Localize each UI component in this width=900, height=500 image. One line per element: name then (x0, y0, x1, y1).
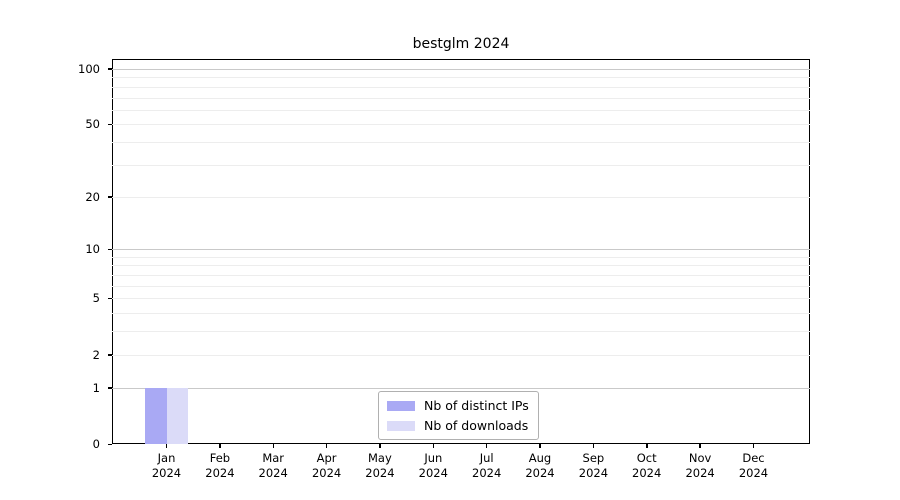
y-tick-label: 20 (85, 189, 100, 204)
x-tick (165, 444, 168, 448)
y-tick (108, 443, 112, 445)
legend-label: Nb of distinct IPs (424, 398, 529, 413)
y-tick-label: 10 (85, 242, 100, 257)
x-tick (432, 444, 435, 448)
x-tick-label: Sep 2024 (578, 451, 609, 480)
y-tick (108, 297, 112, 300)
y-tick-label: 0 (92, 437, 100, 451)
x-tick-label: Apr 2024 (311, 451, 342, 480)
x-tick-label: Jan 2024 (151, 451, 182, 480)
minor-gridline (112, 77, 810, 79)
x-tick (539, 444, 541, 448)
x-tick-label: Nov 2024 (685, 451, 715, 480)
x-tick (752, 444, 755, 448)
bar-downloads (166, 387, 188, 444)
minor-gridline (112, 298, 810, 300)
major-gridline (112, 249, 810, 251)
x-tick-label: Oct 2024 (632, 451, 662, 480)
x-tick-label: Mar 2024 (258, 451, 288, 480)
minor-gridline (112, 265, 810, 267)
minor-gridline (112, 354, 810, 356)
legend-swatch (387, 400, 415, 411)
minor-gridline (112, 285, 810, 287)
plot-area: 100 50 20 10 5 2 1 0 Jan 2024 Feb 2024 Mar 2024 Apr… (78, 59, 810, 480)
minor-gridline (112, 275, 810, 276)
bar-distinct-ips (145, 387, 167, 444)
minor-gridline (112, 109, 810, 111)
legend-label: Nb of downloads (424, 418, 529, 433)
minor-gridline (112, 256, 810, 258)
x-tick (219, 444, 221, 448)
y-tick (108, 123, 112, 126)
minor-gridline (112, 86, 810, 88)
y-tick (108, 196, 112, 198)
x-tick (646, 444, 648, 448)
minor-gridline (112, 164, 810, 166)
x-tick-label: May 2024 (365, 451, 395, 480)
minor-gridline (112, 142, 810, 144)
x-tick (272, 444, 274, 448)
x-tick (325, 444, 328, 448)
plot-spines (112, 59, 810, 444)
x-tick (379, 444, 381, 448)
x-tick (485, 444, 488, 448)
y-tick (108, 354, 112, 356)
y-tick-label: 1 (92, 380, 100, 395)
minor-gridline (112, 196, 810, 198)
minor-gridline (112, 97, 810, 99)
x-tick-label: Dec 2024 (738, 451, 769, 480)
legend-item: Nb of downloads (387, 418, 529, 433)
legend: Nb of distinct IPs Nb of downloads (378, 391, 539, 440)
y-tick-label: 50 (85, 117, 100, 132)
minor-gridline (112, 124, 810, 126)
minor-gridline (112, 331, 810, 333)
y-tick-label: 2 (92, 347, 100, 362)
y-tick (108, 387, 112, 389)
legend-swatch (387, 420, 415, 431)
x-tick (699, 444, 701, 448)
legend-item: Nb of distinct IPs (387, 398, 529, 413)
x-tick-label: Aug 2024 (525, 451, 555, 480)
y-tick-label: 5 (92, 291, 100, 306)
major-gridline (112, 68, 810, 70)
y-tick (108, 68, 112, 70)
x-tick-label: Feb 2024 (205, 451, 235, 480)
minor-gridline (112, 313, 810, 315)
x-tick-label: Jun 2024 (418, 451, 448, 480)
x-tick (592, 444, 595, 448)
y-tick-label: 100 (78, 61, 100, 76)
x-tick-label: Jul 2024 (472, 451, 502, 480)
major-gridline (112, 387, 810, 389)
y-tick (108, 248, 112, 251)
chart-title: bestglm 2024 (412, 36, 510, 52)
